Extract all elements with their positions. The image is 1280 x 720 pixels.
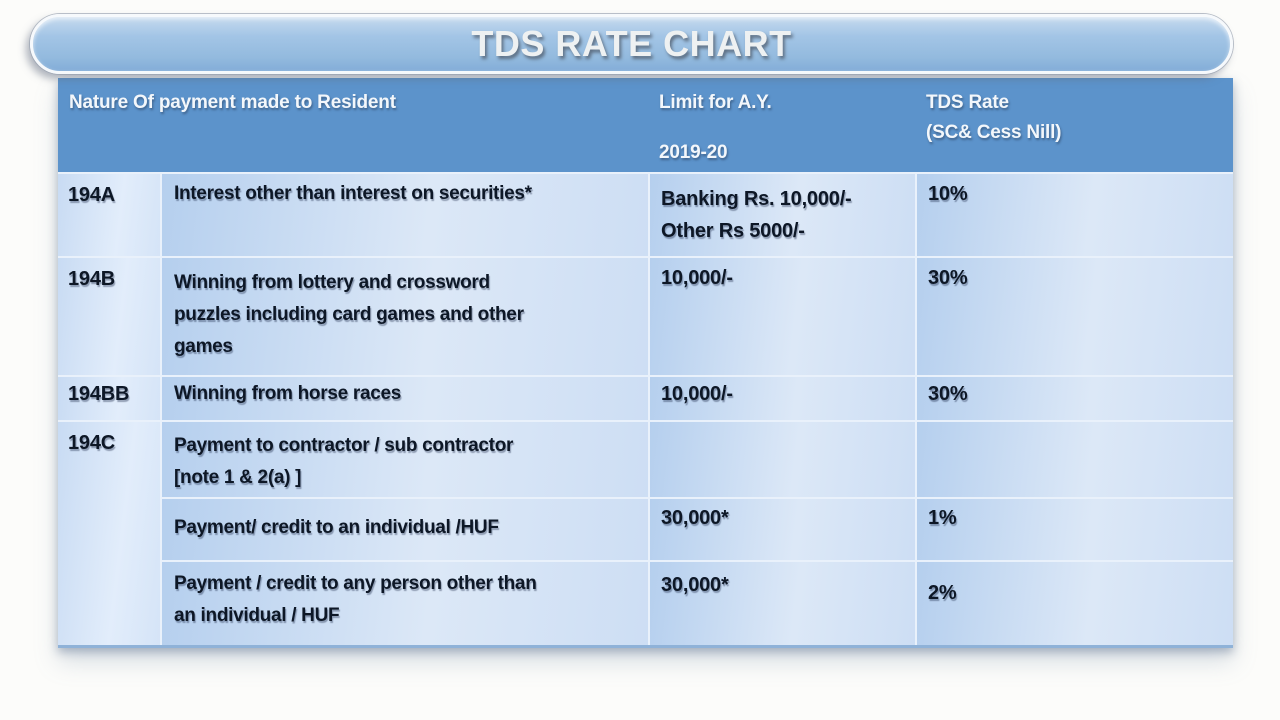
section-code: 194C <box>68 432 116 454</box>
cell-text: 10,000/- <box>661 383 733 405</box>
cell-text: 10% <box>928 183 968 205</box>
cell-line: puzzles including card games and other <box>174 304 524 325</box>
cell-text: Payment/ credit to an individual /HUF <box>174 517 499 538</box>
cell-text: 30,000* <box>661 507 729 529</box>
header-rate-note: (SC& Cess Nill) <box>926 122 1062 143</box>
section-cell-194bb: 194BB <box>58 375 160 420</box>
tds-rate-table: Nature Of payment made to Resident Limit… <box>58 78 1233 648</box>
rate-cell-194c-individual: 1% <box>915 497 1233 560</box>
cell-text: 10,000/- <box>661 267 733 289</box>
cell-line: [note 1 & 2(a) ] <box>174 467 302 488</box>
nature-cell-194b: Winning from lottery and crossword puzzl… <box>160 256 648 375</box>
rate-cell-194c-other: 2% <box>915 560 1233 645</box>
limit-cell-194c-other: 30,000* <box>648 560 915 645</box>
section-cell-194c: 194C <box>58 420 160 645</box>
nature-cell-194c-other: Payment / credit to any person other tha… <box>160 560 648 645</box>
limit-cell-194c-main <box>648 420 915 497</box>
nature-cell-194bb: Winning from horse races <box>160 375 648 420</box>
cell-line: Other Rs 5000/- <box>661 220 805 242</box>
cell-line: Payment / credit to any person other tha… <box>174 573 537 594</box>
cell-line: Winning from lottery and crossword <box>174 272 490 293</box>
cell-text: 2% <box>928 582 957 604</box>
limit-cell-194bb: 10,000/- <box>648 375 915 420</box>
section-cell-194a: 194A <box>58 172 160 256</box>
header-label: Limit for A.Y. <box>659 92 772 113</box>
limit-cell-194b: 10,000/- <box>648 256 915 375</box>
header-label: TDS Rate <box>926 92 1009 113</box>
rate-cell-194c-main <box>915 420 1233 497</box>
cell-text: 1% <box>928 507 957 529</box>
cell-line: Payment to contractor / sub contractor <box>174 435 514 456</box>
title-banner: TDS RATE CHART <box>30 14 1233 74</box>
cell-text: 30% <box>928 383 968 405</box>
limit-cell-194c-individual: 30,000* <box>648 497 915 560</box>
page-title: TDS RATE CHART <box>471 23 792 64</box>
section-cell-194b: 194B <box>58 256 160 375</box>
section-code: 194BB <box>68 383 130 405</box>
rate-cell-194a: 10% <box>915 172 1233 256</box>
rate-cell-194bb: 30% <box>915 375 1233 420</box>
cell-text: 30,000* <box>661 574 729 596</box>
nature-cell-194c-main: Payment to contractor / sub contractor [… <box>160 420 648 497</box>
cell-line: an individual / HUF <box>174 605 340 626</box>
header-limit: Limit for A.Y. 2019-20 <box>648 78 915 172</box>
nature-cell-194c-individual: Payment/ credit to an individual /HUF <box>160 497 648 560</box>
section-code: 194B <box>68 268 116 290</box>
header-label: Nature Of payment made to Resident <box>69 92 396 113</box>
nature-cell-194a: Interest other than interest on securiti… <box>160 172 648 256</box>
section-code: 194A <box>68 184 116 206</box>
cell-text: Interest other than interest on securiti… <box>174 183 532 204</box>
limit-cell-194a: Banking Rs. 10,000/- Other Rs 5000/- <box>648 172 915 256</box>
cell-text: Winning from horse races <box>174 383 402 404</box>
header-tds-rate: TDS Rate (SC& Cess Nill) <box>915 78 1233 172</box>
cell-text: 30% <box>928 267 968 289</box>
header-limit-year: 2019-20 <box>659 142 728 163</box>
cell-line: games <box>174 336 233 357</box>
cell-line: Banking Rs. 10,000/- <box>661 188 852 210</box>
rate-cell-194b: 30% <box>915 256 1233 375</box>
header-nature-of-payment: Nature Of payment made to Resident <box>58 78 648 172</box>
